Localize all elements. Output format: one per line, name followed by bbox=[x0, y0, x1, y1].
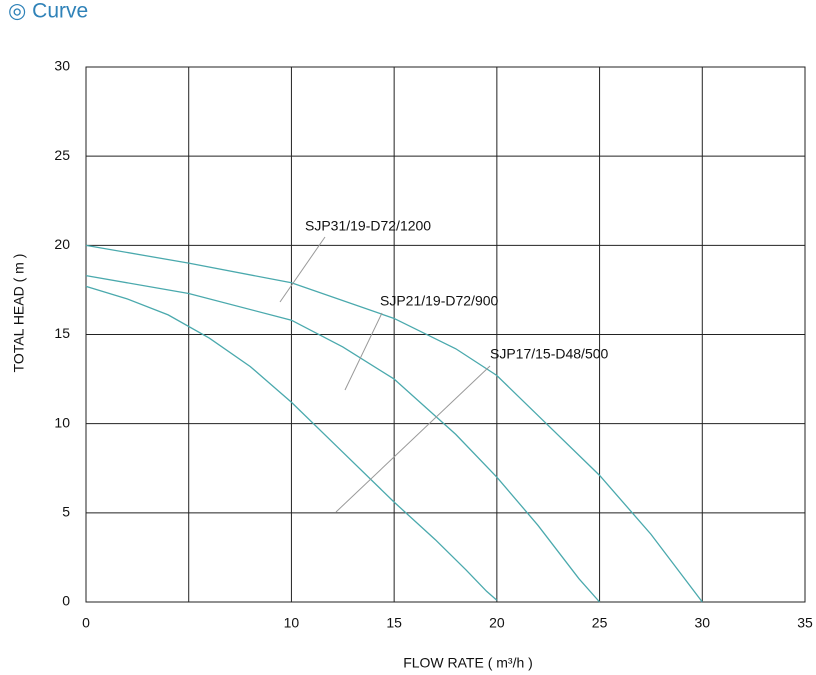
x-tick-label: 30 bbox=[694, 615, 710, 631]
y-tick-label: 10 bbox=[54, 414, 70, 430]
x-tick-label: 15 bbox=[386, 615, 402, 631]
y-tick-label: 30 bbox=[54, 58, 70, 74]
y-tick-label: 0 bbox=[62, 593, 70, 609]
series-label: SJP31/19-D72/1200 bbox=[305, 218, 431, 234]
x-tick-label: 25 bbox=[592, 615, 608, 631]
y-tick-label: 15 bbox=[54, 325, 70, 341]
chart-title: ◎ Curve bbox=[8, 0, 88, 23]
curve bbox=[85, 275, 601, 603]
x-tick-label: 0 bbox=[82, 615, 90, 631]
x-axis-label: FLOW RATE ( m³/h ) bbox=[403, 655, 533, 671]
x-tick-label: 10 bbox=[284, 615, 300, 631]
leader-line bbox=[344, 312, 383, 391]
x-tick-label: 35 bbox=[797, 615, 813, 631]
curve bbox=[85, 285, 498, 601]
curve bbox=[85, 244, 703, 603]
leader-line bbox=[335, 365, 491, 513]
y-axis-label: TOTAL HEAD ( m ) bbox=[11, 254, 27, 373]
y-tick-label: 5 bbox=[62, 504, 70, 520]
y-tick-label: 20 bbox=[54, 236, 70, 252]
leader-line bbox=[279, 236, 326, 303]
series-label: SJP17/15-D48/500 bbox=[490, 346, 609, 362]
y-tick-label: 25 bbox=[54, 147, 70, 163]
series-label: SJP21/19-D72/900 bbox=[380, 293, 499, 309]
x-tick-label: 20 bbox=[489, 615, 505, 631]
